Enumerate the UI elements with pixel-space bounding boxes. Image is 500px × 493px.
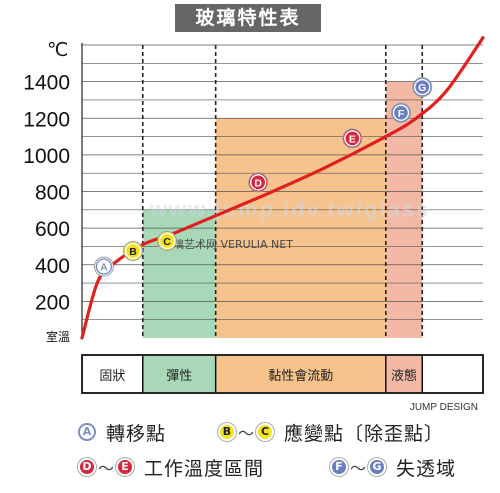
state-band: 固狀 彈性 黏性會流動 液態 [81, 354, 484, 394]
legend-item: B ～ C 應變點〔除歪點〕 [218, 419, 444, 445]
region-1 [142, 209, 216, 338]
legend-item: D ～ E 工作溫度區間 [78, 454, 264, 480]
legend-marker-B: B [218, 423, 236, 441]
point-label-D: D [254, 177, 262, 189]
y-tick-label: 800 [35, 182, 70, 205]
legend-tilde: ～ [238, 424, 255, 443]
state-label: 固狀 [99, 369, 125, 384]
legend-marker-F: F [330, 458, 348, 476]
y-tick-label: 1400 [23, 72, 70, 95]
point-A [95, 258, 113, 275]
state-label: 液態 [391, 368, 417, 384]
legend-tilde: ～ [350, 459, 367, 478]
y-tick-label: 400 [35, 255, 70, 278]
y-axis-min-label: 室溫 [46, 329, 70, 344]
legend-marker-G: G [368, 458, 387, 476]
chart-points: A B C D E F G [93, 77, 433, 277]
chart-title: 玻璃特性表 [175, 4, 321, 32]
legend-tilde: ～ [98, 459, 115, 478]
legend-marker-A: A [78, 423, 96, 441]
legend-item: A 轉移點 [78, 419, 166, 445]
watermark-site: 玻璃艺术网 VERULIA NET [162, 237, 293, 251]
state-label: 彈性 [166, 369, 192, 384]
legend-label: 轉移點 [106, 422, 167, 445]
state-band-fill-1 [142, 356, 216, 392]
point-label-G: G [418, 82, 426, 94]
point-label-F: F [398, 108, 405, 120]
watermark: www.jump.idv.tw/glass 玻璃艺术网 VERULIA NET [149, 197, 430, 251]
point-E [344, 130, 361, 147]
point-label-A: A [100, 262, 108, 274]
legend-marker-E: E [116, 458, 135, 476]
y-tick-label: 600 [35, 218, 70, 241]
state-band-fill-3 [385, 356, 423, 392]
point-D [249, 174, 267, 191]
chart-grid [82, 44, 483, 321]
y-tick-label: 1200 [23, 108, 70, 131]
legend-item: F ～ G 失透域 [330, 454, 456, 480]
legend-label: 應變點〔除歪點〕 [284, 422, 445, 445]
state-label: 黏性會流動 [268, 368, 333, 384]
legend-marker-C: C [256, 423, 275, 441]
point-F [392, 104, 410, 121]
y-tick-label: 1000 [23, 145, 70, 168]
legend-label: 失透域 [396, 457, 457, 480]
legend-label: 工作溫度區間 [144, 457, 265, 480]
y-tick-label: 200 [35, 291, 70, 314]
watermark-url: www.jump.idv.tw/glass [149, 197, 430, 222]
credit-text: JUMP DESIGN [410, 402, 478, 413]
chart-axes: 200 400 600 800 1000 1200 1400 ℃ 室溫 [23, 39, 83, 344]
point-label-C: C [163, 236, 171, 248]
point-B [124, 242, 142, 260]
state-band-fill-2 [215, 356, 386, 392]
point-G [414, 78, 431, 96]
point-C [158, 232, 176, 250]
legend-marker-D: D [78, 458, 96, 476]
point-label-B: B [129, 246, 137, 258]
y-axis-unit: ℃ [47, 39, 68, 61]
point-label-E: E [349, 133, 356, 145]
